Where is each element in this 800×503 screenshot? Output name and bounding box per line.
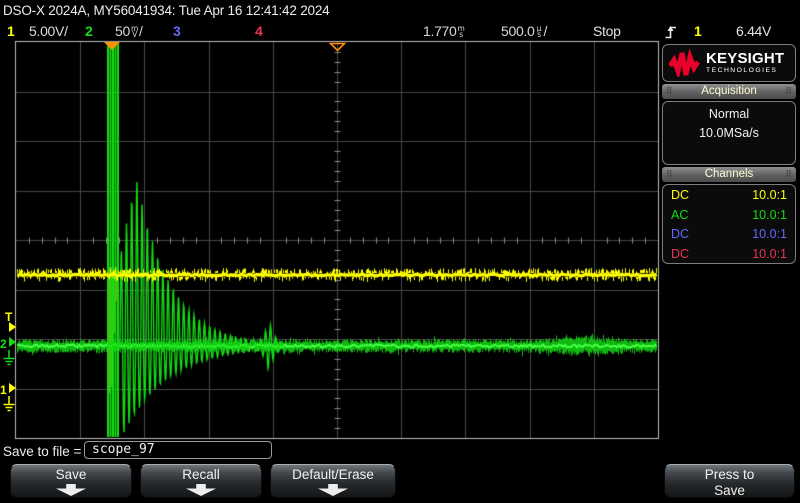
instrument-title: DSO-X 2024A, MY56041934: Tue Apr 16 12:4… [3,3,330,18]
channel-3-number[interactable]: 3 [173,23,181,39]
channel-1-coupling: DC [671,188,690,202]
trigger-level-readout[interactable]: 6.44V [736,23,772,39]
channel-1-ground-icon [3,396,15,412]
filename-input[interactable]: scope_97 [84,441,272,459]
trigger-level-label: T [5,310,13,324]
default-erase-softkey-label: Default/Erase [292,467,374,482]
acquisition-sample-rate: 10.0MSa/s [699,126,759,140]
press-to-save-softkey-button[interactable]: Press to Save [664,464,795,498]
menu-down-arrow-icon [186,484,216,496]
logo-brand-text: KEYSIGHT [706,50,785,68]
press-to-save-line2: Save [714,482,745,498]
channel-2-scale-value: 50 [115,23,130,39]
acquisition-panel: Normal 10.0MSa/s [662,101,796,165]
menu-down-arrow-icon [318,484,348,496]
channel-2-ground-icon [3,350,15,366]
channel-4-row: DC 10.0:1 [663,245,795,265]
grip-dots-icon: ⠿ [666,86,673,96]
channel-4-coupling: DC [671,246,690,261]
acquisition-mode: Normal [708,107,750,121]
recall-softkey-button[interactable]: Recall [140,464,262,498]
channel-2-number[interactable]: 2 [85,23,93,39]
channel-4-probe: 10.0:1 [752,246,787,261]
grip-dots-icon: ⠿ [785,86,792,96]
channel-1-probe: 10.0:1 [752,188,787,202]
grip-dots-icon: ⠿ [666,169,673,179]
trigger-source[interactable]: 1 [694,23,702,39]
scope-grid-display [0,0,660,440]
logo-sub-text: TECHNOLOGIES [706,67,778,75]
grip-dots-icon: ⠿ [785,169,792,179]
channel-4-number[interactable]: 4 [255,23,263,39]
trigger-level-marker[interactable] [9,322,16,332]
channels-panel: DC 10.0:1 AC 10.0:1 DC 10.0:1 DC 10.0:1 [662,184,796,264]
channel-3-row: DC 10.0:1 [663,225,795,245]
trigger-slope-rising-icon [665,26,676,39]
channel-1-row: DC 10.0:1 [663,186,795,206]
channel-1-ref-marker[interactable] [9,383,16,393]
channel-2-ref-label: 2 [0,337,7,351]
keysight-logo-panel: KEYSIGHT TECHNOLOGIES [662,44,796,82]
channel-1-ref-label: 1 [0,383,7,397]
channel-2-probe: 10.0:1 [752,207,787,222]
menu-down-arrow-icon [56,484,86,496]
save-to-file-label: Save to file = [3,444,82,459]
keysight-logo-icon [669,49,701,77]
run-state-indicator: Stop [593,23,621,39]
scale-slash: / [138,23,143,39]
default-erase-softkey-button[interactable]: Default/Erase [270,464,396,498]
channel-2-ref-marker[interactable] [9,337,16,347]
channels-panel-header[interactable]: ⠿ Channels ⠿ [662,167,796,182]
acquisition-header-label: Acquisition [701,85,757,97]
trigger-time-marker[interactable] [104,42,120,50]
delay-value: 1.770 [423,23,457,39]
recall-softkey-label: Recall [182,467,220,482]
save-softkey-button[interactable]: Save [10,464,132,498]
channel-3-probe: 10.0:1 [752,227,787,241]
channel-2-scale[interactable]: 50 m V / [115,23,143,39]
time-reference-marker [329,42,346,52]
save-softkey-label: Save [55,467,87,482]
acquisition-panel-header[interactable]: ⠿ Acquisition ⠿ [662,84,796,99]
channel-2-row: AC 10.0:1 [663,206,795,226]
timebase-slash: / [543,23,548,39]
timebase-value: 500.0 [501,23,535,39]
channel-1-number[interactable]: 1 [7,23,15,39]
channel-3-coupling: DC [671,227,690,241]
timebase-readout[interactable]: 500.0 µ s / [501,23,547,39]
press-to-save-line1: Press to [704,467,755,482]
channel-1-scale[interactable]: 5.00V/ [29,23,68,39]
delay-readout[interactable]: 1.770 m s [423,23,466,39]
channel-2-coupling: AC [671,207,689,222]
channels-header-label: Channels [704,168,754,180]
